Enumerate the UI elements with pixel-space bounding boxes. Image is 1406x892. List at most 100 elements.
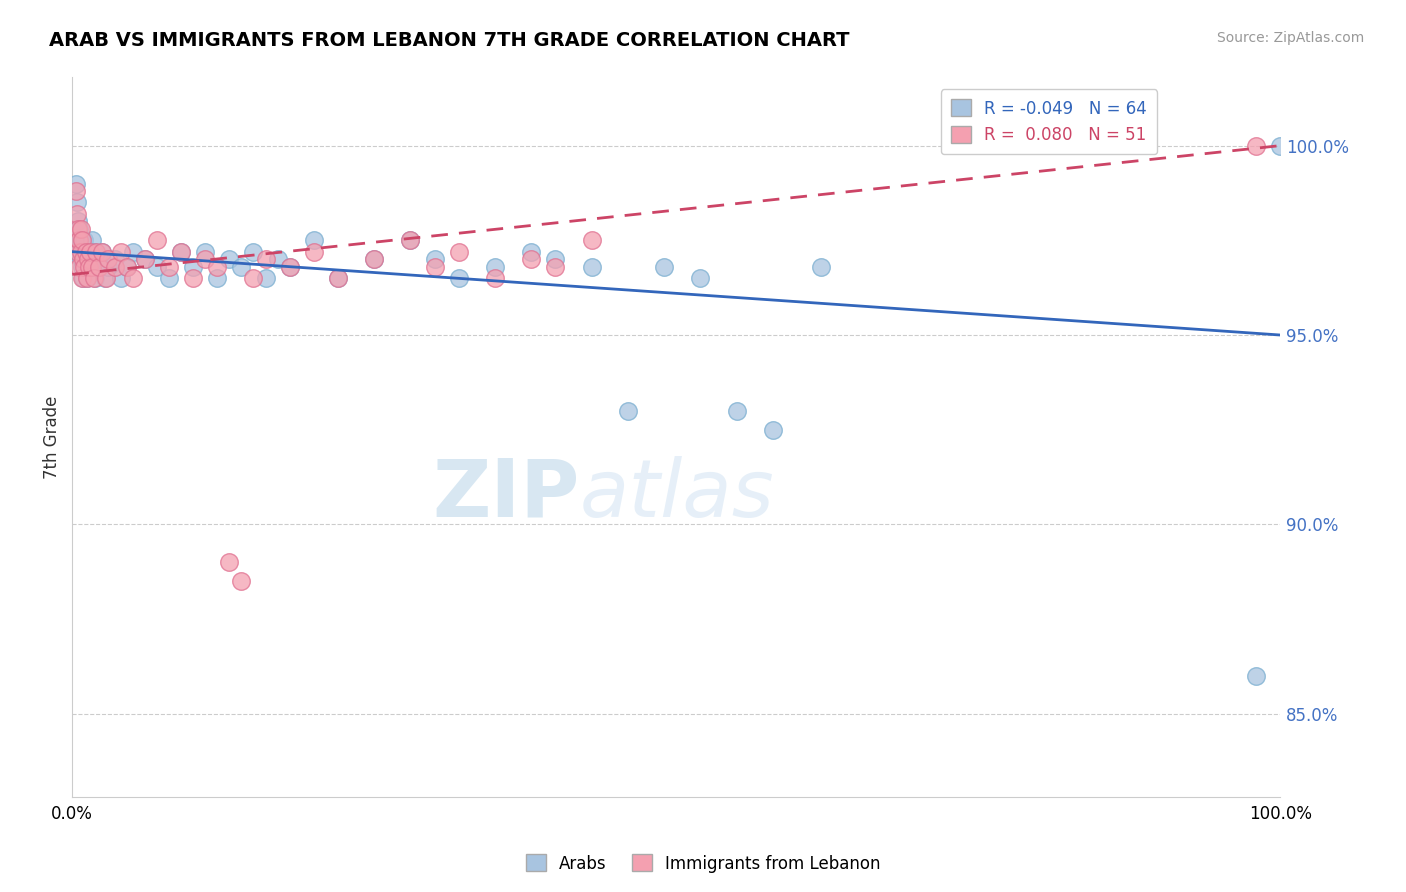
Point [69, 252, 91, 267]
Point [810, 260, 832, 274]
Point [689, 271, 711, 285]
Point [254, 252, 277, 267]
Point [80, 233, 103, 247]
Point [447, 244, 470, 259]
Point [77, 252, 100, 267]
Text: Source: ZipAtlas.com: Source: ZipAtlas.com [1216, 31, 1364, 45]
Point [73, 233, 96, 247]
Point [76, 244, 98, 259]
Point [70, 260, 93, 274]
Point [103, 252, 125, 267]
Point [110, 244, 132, 259]
Point [544, 252, 567, 267]
Point [67, 233, 90, 247]
Point [157, 260, 180, 274]
Point [67, 222, 90, 236]
Point [399, 233, 422, 247]
Point [79, 252, 101, 267]
Point [121, 244, 143, 259]
Point [83, 271, 105, 285]
Point [278, 260, 301, 274]
Point [77, 244, 100, 259]
Point [77, 260, 100, 274]
Point [1244, 669, 1267, 683]
Point [181, 260, 204, 274]
Point [231, 574, 253, 589]
Point [302, 244, 325, 259]
Point [363, 252, 385, 267]
Legend: R = -0.049   N = 64, R =  0.080   N = 51: R = -0.049 N = 64, R = 0.080 N = 51 [941, 89, 1157, 154]
Point [194, 244, 217, 259]
Point [72, 271, 94, 285]
Point [70, 233, 93, 247]
Point [67, 244, 90, 259]
Point [97, 252, 120, 267]
Point [1244, 138, 1267, 153]
Point [69, 222, 91, 236]
Text: ARAB VS IMMIGRANTS FROM LEBANON 7TH GRADE CORRELATION CHART: ARAB VS IMMIGRANTS FROM LEBANON 7TH GRAD… [49, 31, 849, 50]
Point [121, 271, 143, 285]
Point [87, 260, 110, 274]
Point [181, 271, 204, 285]
Point [69, 233, 91, 247]
Point [484, 271, 506, 285]
Point [399, 233, 422, 247]
Point [91, 244, 114, 259]
Point [278, 260, 301, 274]
Y-axis label: 7th Grade: 7th Grade [44, 396, 60, 479]
Point [115, 260, 138, 274]
Point [76, 271, 98, 285]
Point [97, 260, 120, 274]
Point [134, 252, 156, 267]
Point [447, 271, 470, 285]
Point [65, 184, 87, 198]
Point [80, 260, 103, 274]
Point [266, 252, 288, 267]
Point [84, 271, 107, 285]
Text: ZIP: ZIP [433, 456, 579, 534]
Point [218, 252, 240, 267]
Point [326, 271, 349, 285]
Point [423, 260, 446, 274]
Point [79, 244, 101, 259]
Point [581, 260, 603, 274]
Point [73, 252, 96, 267]
Point [67, 214, 90, 228]
Point [170, 244, 193, 259]
Point [231, 260, 253, 274]
Point [73, 260, 96, 274]
Point [617, 404, 640, 418]
Point [82, 260, 104, 274]
Point [77, 260, 100, 274]
Point [70, 271, 93, 285]
Point [520, 244, 543, 259]
Point [326, 271, 349, 285]
Point [69, 222, 91, 236]
Point [544, 260, 567, 274]
Text: atlas: atlas [579, 456, 775, 534]
Point [242, 271, 264, 285]
Point [66, 195, 89, 210]
Point [69, 244, 91, 259]
Legend: Arabs, Immigrants from Lebanon: Arabs, Immigrants from Lebanon [519, 847, 887, 880]
Point [581, 233, 603, 247]
Point [302, 233, 325, 247]
Point [146, 233, 169, 247]
Point [86, 252, 108, 267]
Point [762, 423, 785, 437]
Point [72, 252, 94, 267]
Point [66, 207, 89, 221]
Point [725, 404, 748, 418]
Point [70, 233, 93, 247]
Point [218, 555, 240, 569]
Point [94, 271, 117, 285]
Point [170, 244, 193, 259]
Point [652, 260, 675, 274]
Point [69, 233, 91, 247]
Point [87, 260, 110, 274]
Point [65, 177, 87, 191]
Point [1270, 138, 1292, 153]
Point [205, 260, 228, 274]
Point [146, 260, 169, 274]
Point [86, 244, 108, 259]
